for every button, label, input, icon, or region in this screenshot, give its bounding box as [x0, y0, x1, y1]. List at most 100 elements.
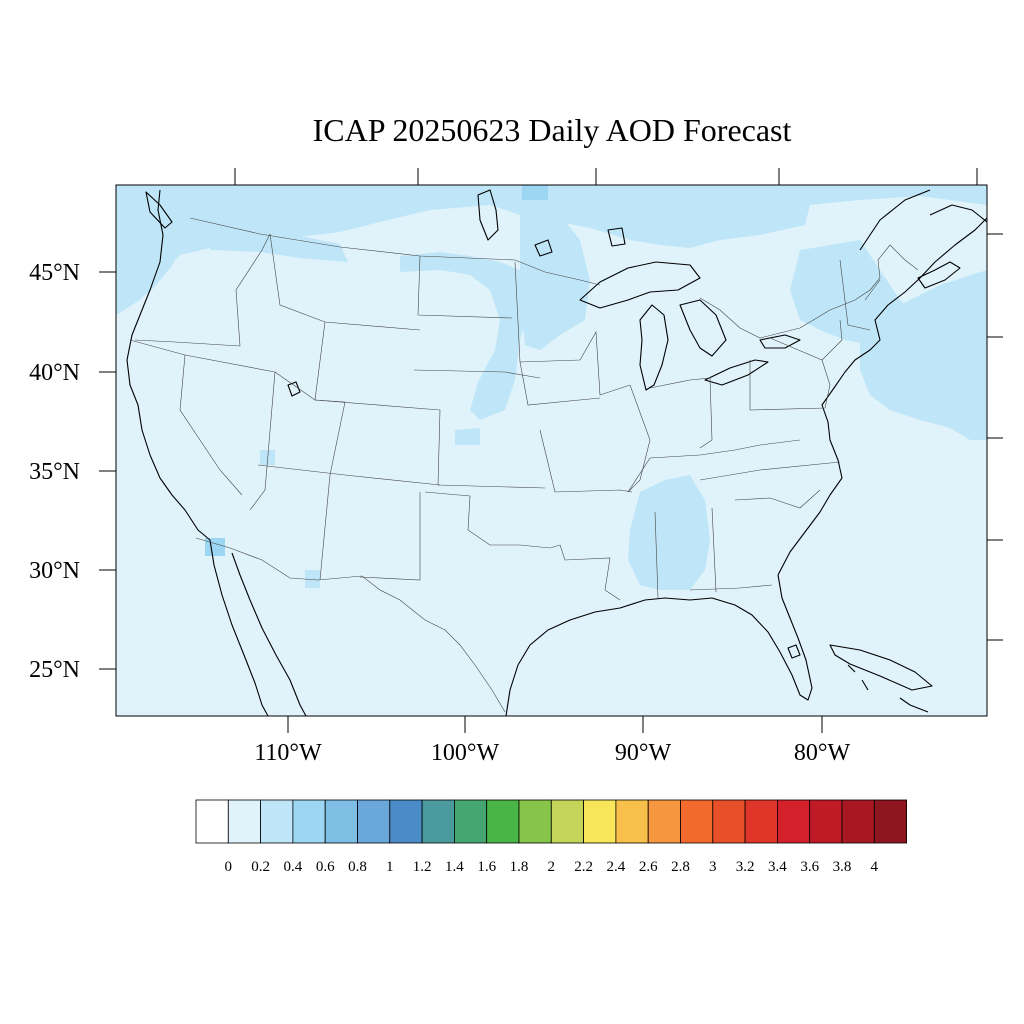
colorbar-swatch — [744, 799, 778, 844]
vancouver-island — [145, 191, 173, 229]
colorbar-label: 3.2 — [736, 859, 755, 875]
state-border-co-nm — [257, 464, 441, 486]
lake-superior — [579, 261, 701, 309]
colorbar-swatch — [486, 799, 520, 844]
lake-of-the-woods — [534, 239, 553, 257]
state-border-ky-tn — [627, 439, 801, 493]
us-mexico-border — [195, 537, 506, 713]
state-border-ny — [769, 319, 843, 361]
lake-nipigon — [607, 227, 626, 247]
state-borders — [129, 233, 881, 601]
state-border-az-nm — [319, 474, 331, 581]
colorbar-swatch — [777, 799, 811, 844]
colorbar-label: 0.4 — [284, 859, 303, 875]
colorbar-swatch — [357, 799, 391, 844]
colorbar-swatch — [873, 799, 907, 844]
latitude-label: 40°N — [29, 360, 80, 386]
lake-ontario — [759, 334, 801, 349]
latitude-label: 45°N — [29, 260, 80, 286]
state-border-ne-ks — [413, 369, 541, 379]
state-border-wi-il — [579, 330, 631, 396]
longitude-label: 100°W — [431, 740, 500, 766]
aod-peak-arizona — [205, 538, 225, 556]
aod-region-montana-strip — [210, 228, 348, 262]
colorbar-swatch — [453, 799, 488, 844]
state-border-ms-al — [654, 507, 717, 599]
aod-region-dakotas — [400, 252, 530, 420]
longitude-label: 90°W — [615, 740, 672, 766]
colorbar-label: 2.8 — [671, 859, 690, 875]
cuba — [829, 644, 933, 691]
aod-region-minnesota — [520, 210, 590, 350]
colorbar-label: 1.8 — [510, 859, 529, 875]
great-lakes — [287, 189, 801, 397]
state-border-ar-la — [559, 544, 621, 601]
colorbar-swatch — [324, 799, 358, 844]
state-border-mt-wy — [269, 233, 421, 331]
state-border-nv-ut — [249, 371, 276, 511]
state-border-mo-ar — [539, 429, 633, 493]
longitude-labels: 110°W 100°W 90°W 80°W — [254, 740, 850, 766]
colorbar-label: 3 — [709, 859, 717, 875]
colorbar-label: 4 — [871, 859, 879, 875]
top-tick-marks — [234, 168, 978, 185]
state-border-in-oh — [649, 377, 713, 449]
colorbar-swatch — [518, 799, 552, 844]
aod-colorbar — [195, 799, 907, 844]
colorbar-swatch — [260, 799, 294, 844]
colorbar-label: 2.2 — [574, 859, 593, 875]
latitude-labels: 45°N 40°N 35°N 30°N 25°N — [29, 260, 80, 683]
colorbar-label: 1.4 — [445, 859, 464, 875]
colorbar-swatch — [195, 799, 229, 844]
colorbar-swatch — [227, 799, 262, 844]
state-border-va-nc — [699, 461, 841, 481]
colorbar-label: 2.4 — [607, 859, 626, 875]
lake-winnipeg — [477, 189, 499, 241]
longitude-ticks — [287, 716, 823, 733]
longitude-label: 110°W — [254, 740, 322, 766]
colorbar-label: 2.6 — [639, 859, 658, 875]
lake-okeechobee — [787, 644, 801, 659]
map-frame — [115, 184, 988, 717]
colorbar-label: 1.6 — [477, 859, 496, 875]
aod-region-nm-patch — [305, 570, 320, 588]
lake-erie — [704, 359, 769, 386]
colorbar-swatch — [647, 799, 681, 844]
aod-region-pacific-nw — [116, 195, 175, 312]
state-border-id — [235, 233, 271, 347]
colorbar-label: 3.8 — [833, 859, 852, 875]
latitude-label: 25°N — [29, 657, 80, 683]
latitude-label: 35°N — [29, 459, 80, 485]
latitude-ticks — [99, 271, 116, 670]
colorbar-label: 0.8 — [348, 859, 367, 875]
state-border-ca-nv — [179, 354, 243, 496]
newfoundland — [929, 204, 987, 223]
colorbar-labels: 0 0.2 0.4 0.6 0.8 1 1.2 1.4 1.6 1.8 2 2.2 2.4 2.6 2.8 3… — [225, 859, 879, 875]
aod-enhanced-regions — [116, 185, 987, 590]
coastlines — [126, 189, 987, 716]
longitude-label: 80°W — [794, 740, 851, 766]
aod-region-alabama — [628, 475, 710, 590]
colorbar-label: 0.6 — [316, 859, 335, 875]
aod-region-canada-north — [116, 185, 987, 315]
national-borders — [189, 217, 919, 713]
colorbar-swatch — [615, 799, 649, 844]
gulf-coast — [505, 574, 813, 716]
colorbar-label: 1 — [386, 859, 394, 875]
state-border-ga-fl — [689, 584, 773, 591]
us-canada-border — [189, 217, 601, 286]
colorbar-swatch — [550, 799, 584, 844]
baja-california — [209, 539, 269, 716]
colorbar-swatch — [292, 799, 326, 844]
great-salt-lake — [287, 381, 301, 397]
state-border-wa-or — [134, 339, 241, 347]
colorbar-swatch — [712, 799, 746, 844]
gulf-of-california-coast — [231, 552, 307, 716]
aod-region-atlantic — [860, 270, 987, 440]
state-border-new-england — [839, 259, 881, 331]
aod-region-kansas-patch — [455, 428, 480, 445]
state-border-wy-co — [314, 321, 441, 411]
state-border-ia-mo — [519, 361, 601, 406]
colorbar-swatch — [389, 799, 423, 844]
